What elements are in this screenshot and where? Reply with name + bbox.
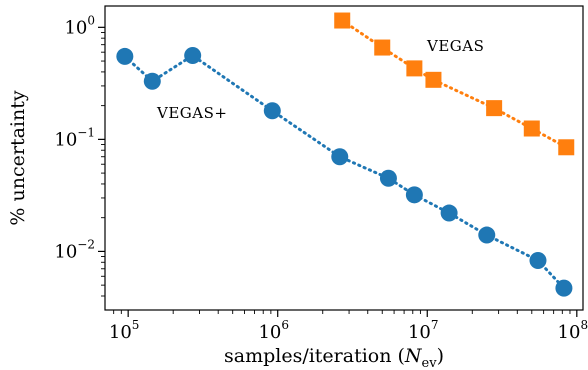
data-point-vegas-9 (529, 251, 547, 269)
series-label-vegas: VEGAS+ (156, 104, 227, 122)
ticks-layer: 105 106 107 108 100 10−1 10−2 (54, 13, 588, 343)
x-tick-label-1: 106 (258, 318, 289, 343)
data-point-vegas-3 (425, 71, 442, 88)
data-point-vegas-0 (334, 12, 351, 29)
data-point-vegas-0 (116, 47, 134, 65)
series-vegas (116, 47, 573, 297)
y-tick-label-2: 10−2 (54, 237, 95, 262)
labels-layer: VEGAS+ VEGAS samples/iteration (Nev) % unce… (7, 37, 484, 370)
plot-frame (104, 5, 584, 311)
data-point-vegas-6 (405, 186, 423, 204)
data-point-vegas-2 (406, 60, 423, 77)
y-axis-title: % uncertainty (7, 90, 29, 225)
x-tick-label-3: 108 (558, 318, 588, 343)
x-axis-title: samples/iteration (Nev) (224, 345, 444, 370)
data-point-vegas-10 (555, 279, 573, 297)
data-point-vegas-5 (523, 120, 540, 137)
data-point-vegas-2 (184, 47, 202, 65)
y-tick-label-0: 100 (64, 13, 95, 38)
data-point-vegas-5 (379, 169, 397, 187)
series-vegas (334, 12, 575, 156)
data-point-vegas-4 (331, 148, 349, 166)
data-point-vegas-1 (143, 72, 161, 90)
data-point-vegas-8 (478, 226, 496, 244)
series-line-vegas (123, 53, 566, 290)
x-tick-label-2: 107 (408, 318, 439, 343)
series-layer (116, 12, 575, 297)
data-point-vegas-3 (263, 102, 281, 120)
data-point-vegas-6 (558, 139, 575, 156)
x-tick-label-0: 105 (109, 318, 140, 343)
y-tick-label-1: 10−1 (54, 125, 95, 150)
data-point-vegas-4 (486, 100, 503, 117)
data-point-vegas-1 (374, 39, 391, 56)
series-label-vegas: VEGAS (426, 37, 484, 55)
data-point-vegas-7 (440, 204, 458, 222)
